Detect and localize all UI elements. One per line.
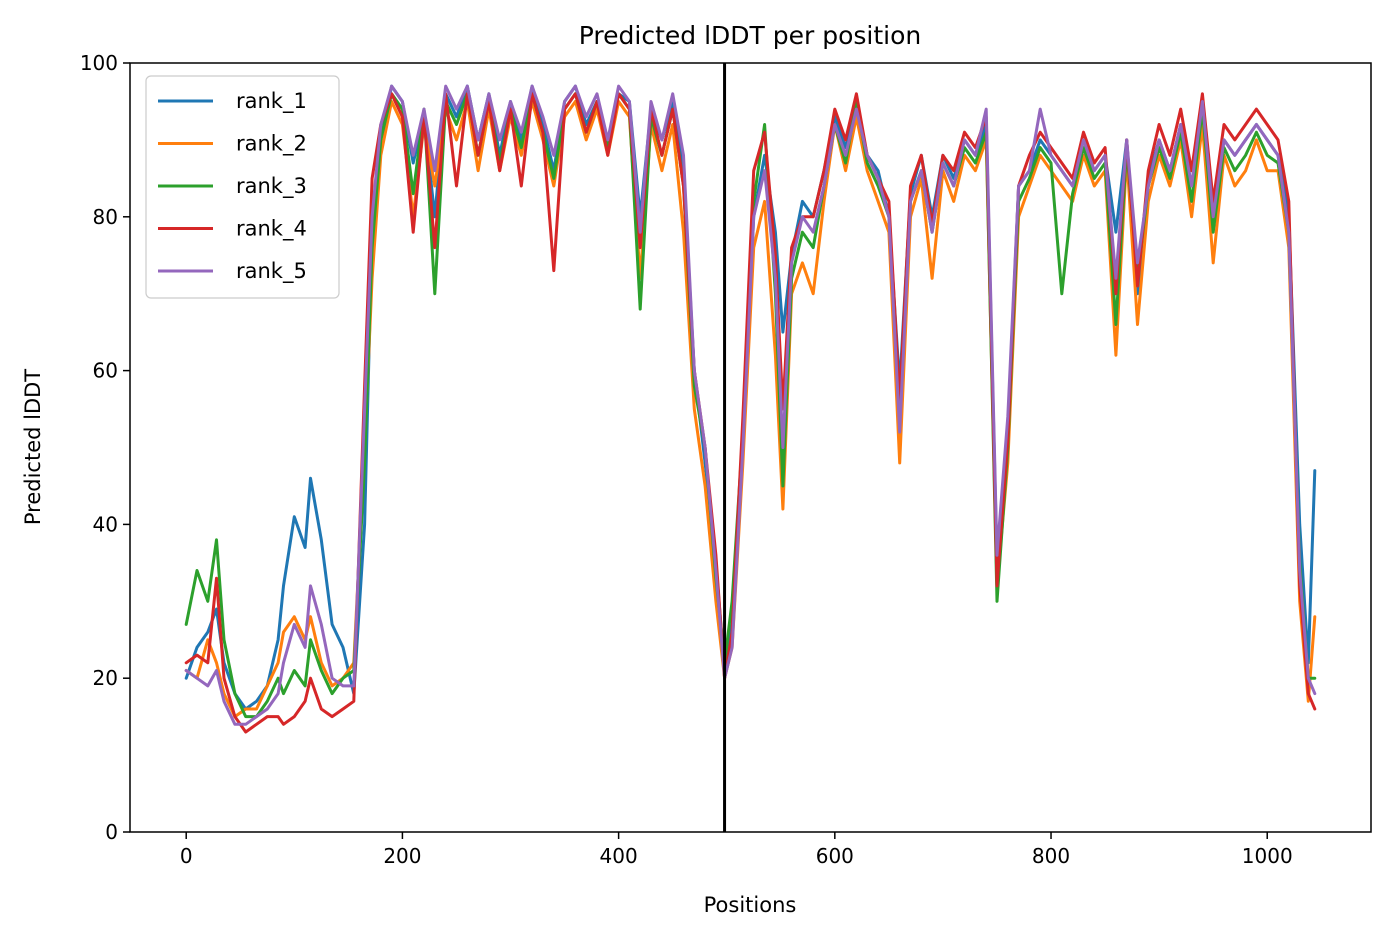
x-tick-label: 1000 xyxy=(1242,844,1293,868)
x-tick-label: 800 xyxy=(1032,844,1070,868)
y-tick-label: 100 xyxy=(80,51,118,75)
plot-area-frame xyxy=(129,62,1372,833)
series-lines xyxy=(184,84,1317,734)
y-tick-label: 20 xyxy=(93,666,118,690)
legend-frame xyxy=(145,75,340,299)
y-tick-label: 0 xyxy=(105,820,118,844)
y-axis-label: Predicted lDDT xyxy=(21,369,45,525)
legend-label-rank-5: rank_5 xyxy=(236,259,307,284)
y-tick-label: 80 xyxy=(93,205,118,229)
y-tick-label: 60 xyxy=(93,359,118,383)
legend-label-rank-3: rank_3 xyxy=(236,174,307,199)
y-tick-label: 40 xyxy=(93,512,118,536)
legend: rank_1 rank_2 rank_3 rank_4 rank_5 xyxy=(145,75,340,299)
x-tick-label: 0 xyxy=(180,844,193,868)
y-axis: 0 20 40 60 80 100 xyxy=(80,51,130,844)
x-axis: 0 200 400 600 800 1000 xyxy=(180,832,1293,868)
series-line-rank-5 xyxy=(184,84,1317,726)
chart-title: Predicted lDDT per position xyxy=(579,21,921,50)
x-tick-label: 600 xyxy=(816,844,854,868)
x-tick-label: 400 xyxy=(600,844,638,868)
legend-label-rank-2: rank_2 xyxy=(236,132,307,157)
legend-label-rank-4: rank_4 xyxy=(236,217,307,242)
legend-label-rank-1: rank_1 xyxy=(236,89,307,114)
x-axis-label: Positions xyxy=(704,893,797,917)
x-tick-label: 200 xyxy=(383,844,421,868)
